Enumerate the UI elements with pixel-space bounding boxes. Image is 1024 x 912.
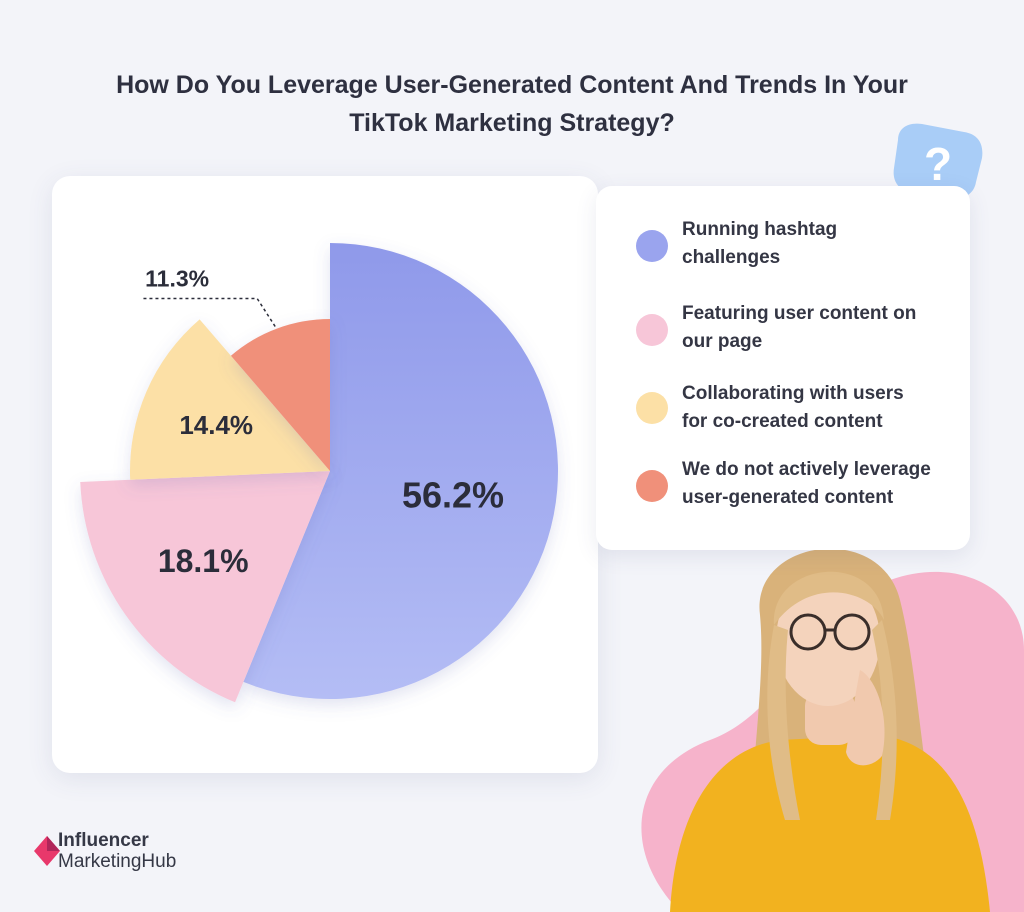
pie-chart: 56.2% 18.1% 14.4% 11.3% bbox=[52, 176, 598, 773]
legend-dot-icon bbox=[636, 470, 668, 502]
question-mark: ? bbox=[924, 138, 952, 190]
pie-label-not-leverage: 11.3% bbox=[145, 265, 209, 291]
brand-line1: Influencer bbox=[58, 830, 149, 852]
diamond-logo-icon bbox=[34, 836, 60, 866]
pie-label-collaborating: 14.4% bbox=[179, 410, 253, 440]
chart-card: 56.2% 18.1% 14.4% 11.3% bbox=[52, 176, 598, 773]
legend-label: We do not actively leverage user-generate… bbox=[682, 456, 962, 512]
legend-label: Featuring user content on our page bbox=[682, 300, 962, 356]
legend-dot-icon bbox=[636, 314, 668, 346]
brand-logo: Influencer MarketingHub bbox=[34, 830, 254, 890]
legend-label: Running hashtag challenges bbox=[682, 216, 962, 272]
pie-label-running: 56.2% bbox=[402, 474, 504, 515]
pie-label-featuring: 18.1% bbox=[158, 543, 249, 579]
chart-title-line2: TikTok Marketing Strategy? bbox=[40, 104, 984, 142]
legend-dot-icon bbox=[636, 392, 668, 424]
legend-card: Running hashtag challenges Featuring user… bbox=[596, 186, 970, 550]
chart-title: How Do You Leverage User-Generated Conte… bbox=[40, 66, 984, 142]
chart-title-line1: How Do You Leverage User-Generated Conte… bbox=[40, 66, 984, 104]
person-illustration bbox=[560, 520, 1024, 912]
legend-dot-icon bbox=[636, 230, 668, 262]
legend-label: Collaborating with users for co-created c… bbox=[682, 380, 962, 436]
pie-callout-line bbox=[141, 298, 275, 326]
brand-line2: MarketingHub bbox=[58, 851, 176, 873]
